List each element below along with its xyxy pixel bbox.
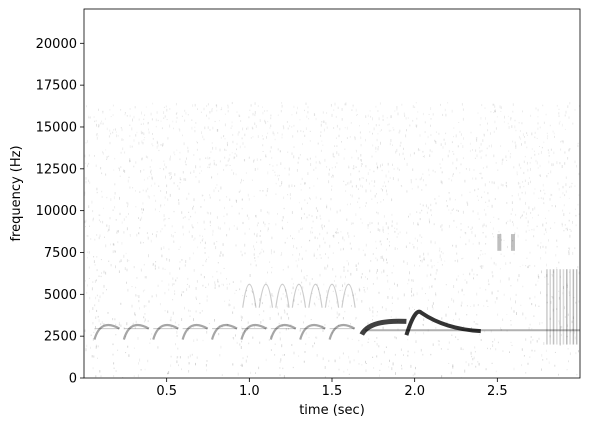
spectro-feature-harmonic-chirps — [93, 323, 356, 340]
spectro-feature-upper-harmonics — [242, 283, 356, 308]
x-tick-label: 2.5 — [487, 384, 508, 399]
y-axis-label: frequency (Hz) — [9, 145, 24, 241]
spectrogram-heatmap — [84, 101, 580, 378]
x-tick-label: 1.0 — [239, 384, 260, 399]
y-tick-label: 5000 — [44, 288, 77, 303]
noise-speckle — [84, 101, 580, 378]
y-tick-label: 2500 — [44, 330, 77, 345]
x-axis: 0.5 1.0 1.5 2.0 2.5 — [156, 378, 508, 399]
plot-area — [83, 8, 581, 379]
y-axis: 0 2500 5000 7500 10000 12500 15000 17500 20000 — [36, 37, 84, 387]
spectro-feature-peaked-call — [404, 309, 481, 336]
x-tick-label: 0.5 — [156, 384, 177, 399]
y-tick-label: 20000 — [36, 37, 77, 52]
y-tick-label: 15000 — [36, 120, 77, 135]
y-tick-label: 17500 — [36, 79, 77, 94]
y-tick-label: 7500 — [44, 246, 77, 261]
spectro-feature-rising-call — [359, 318, 407, 336]
y-tick-label: 12500 — [36, 162, 77, 177]
x-axis-label: time (sec) — [299, 403, 365, 418]
plot-background — [84, 9, 580, 378]
spectro-feature-vertical-streaks — [546, 269, 578, 345]
x-tick-label: 2.0 — [404, 384, 425, 399]
y-tick-label: 10000 — [36, 204, 77, 219]
spectro-feature-small-marks — [497, 234, 515, 251]
x-tick-label: 1.5 — [322, 384, 343, 399]
y-tick-label: 0 — [69, 372, 77, 387]
